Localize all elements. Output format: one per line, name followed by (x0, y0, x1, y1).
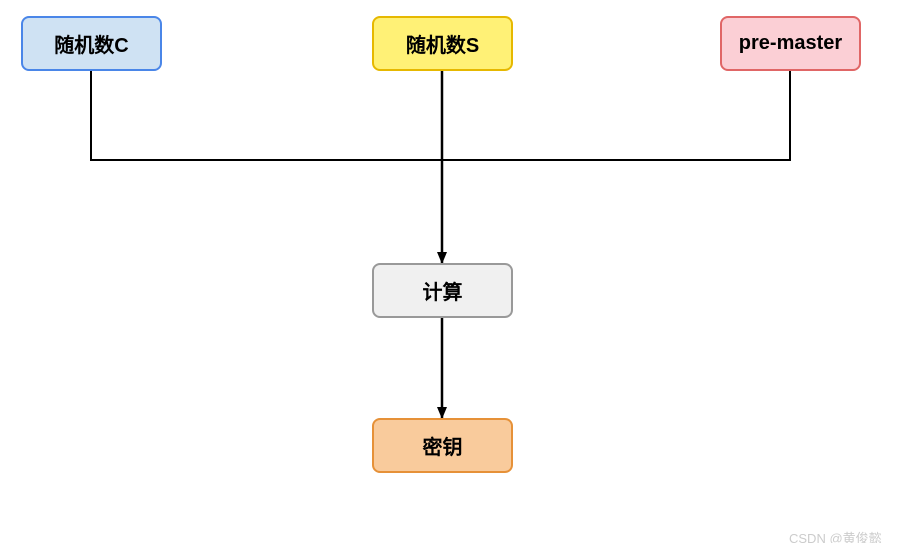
node-random-c-label: 随机数C (54, 29, 128, 58)
watermark-text: CSDN @黄俊懿 (789, 531, 882, 543)
node-key: 密钥 (372, 418, 513, 473)
node-compute-label: 计算 (423, 276, 463, 305)
node-random-s-label: 随机数S (406, 29, 479, 58)
edge (442, 71, 790, 160)
watermark: CSDN @黄俊懿 (789, 528, 882, 543)
node-compute: 计算 (372, 263, 513, 318)
node-premaster: pre-master (720, 16, 861, 71)
node-premaster-label: pre-master (739, 32, 842, 55)
edge (91, 71, 442, 160)
node-random-s: 随机数S (372, 16, 513, 71)
node-random-c: 随机数C (21, 16, 162, 71)
node-key-label: 密钥 (423, 431, 463, 460)
